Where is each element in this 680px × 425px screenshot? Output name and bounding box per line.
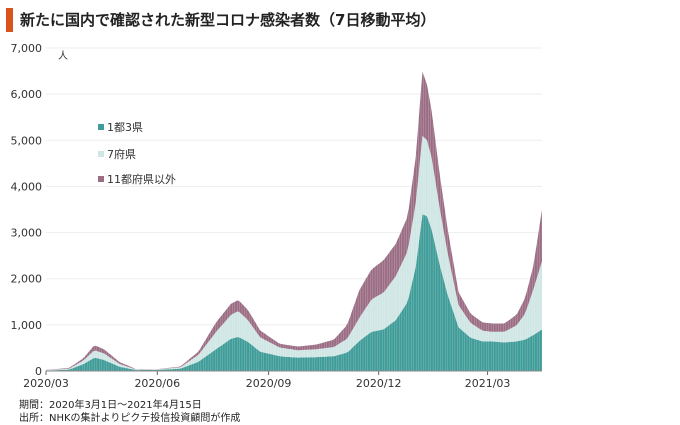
legend-label: 11都府県以外 bbox=[107, 172, 176, 186]
title-accent-bar bbox=[6, 8, 13, 32]
x-tick-label: 2020/09 bbox=[246, 377, 292, 390]
x-tick-label: 2021/03 bbox=[465, 377, 511, 390]
y-tick-label: 6,000 bbox=[11, 88, 43, 101]
series-area-3 bbox=[46, 71, 542, 371]
y-tick-label: 4,000 bbox=[11, 180, 43, 193]
y-tick-label: 3,000 bbox=[11, 227, 43, 240]
legend-label: 7府県 bbox=[107, 147, 136, 161]
footer-period: 期間：2020年3月1日～2021年4月15日 bbox=[19, 400, 202, 411]
legend-swatch bbox=[98, 124, 104, 130]
series-area-2 bbox=[46, 135, 542, 371]
series-area-1 bbox=[46, 214, 542, 371]
y-unit-label: 人 bbox=[58, 51, 68, 62]
footer-source: 出所：NHKの集計よりピクテ投信投資顧問が作成 bbox=[19, 413, 241, 424]
y-tick-label: 5,000 bbox=[11, 134, 43, 147]
legend-label: 1都3県 bbox=[107, 121, 143, 134]
chart-title: 新たに国内で確認された新型コロナ感染者数（7日移動平均） bbox=[20, 11, 436, 29]
y-tick-label: 1,000 bbox=[11, 319, 43, 332]
y-tick-label: 2,000 bbox=[11, 273, 43, 286]
y-tick-label: 7,000 bbox=[11, 42, 43, 55]
x-tick-label: 2020/03 bbox=[23, 377, 69, 390]
legend-swatch bbox=[98, 176, 104, 182]
legend-swatch bbox=[98, 151, 104, 157]
x-tick-label: 2020/12 bbox=[356, 377, 402, 390]
x-tick-label: 2020/06 bbox=[134, 377, 180, 390]
y-tick-label: 0 bbox=[35, 365, 42, 378]
